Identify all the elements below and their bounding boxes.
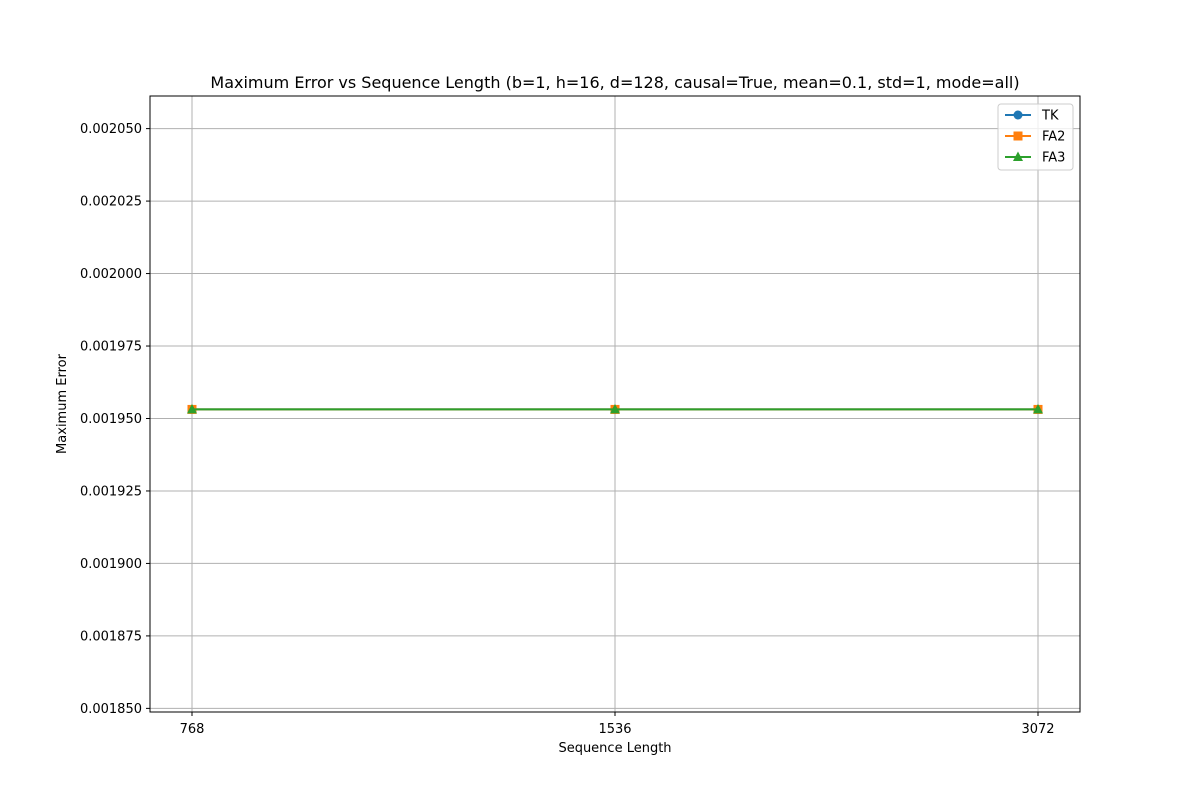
y-tick-label: 0.001875 — [80, 629, 142, 644]
legend-marker-fa2 — [1013, 131, 1023, 141]
x-tick-label: 1536 — [598, 722, 631, 737]
y-tick-label: 0.001975 — [80, 340, 142, 355]
legend-marker-fa3 — [1013, 151, 1023, 161]
y-tick-label: 0.001925 — [80, 484, 142, 499]
x-axis: 768 1536 3072 — [180, 712, 1055, 737]
y-tick-label: 0.001950 — [80, 412, 142, 427]
legend-label-tk: TK — [1041, 109, 1059, 124]
legend: TK FA2 FA3 — [997, 103, 1074, 171]
y-tick-label: 0.002000 — [80, 267, 142, 282]
legend-item-fa3: FA3 — [1005, 151, 1065, 166]
legend-marker-tk — [1013, 110, 1023, 120]
legend-item-tk: TK — [1005, 109, 1059, 124]
y-tick-label: 0.002050 — [80, 122, 142, 137]
legend-label-fa3: FA3 — [1042, 151, 1065, 166]
x-tick-label: 768 — [180, 722, 205, 737]
y-axis: 0.001850 0.001875 0.001900 0.001925 0.001950… — [80, 122, 150, 717]
chart-title: Maximum Error vs Sequence Length (b=1, h… — [210, 73, 1019, 92]
y-axis-title: Maximum Error — [55, 353, 70, 454]
legend-label-fa2: FA2 — [1042, 130, 1065, 145]
data-point-fa3 — [1033, 403, 1043, 414]
series-layer — [187, 403, 1043, 414]
y-tick-label: 0.001900 — [80, 557, 142, 572]
legend-frame — [997, 103, 1074, 171]
legend-item-fa2: FA2 — [1005, 130, 1065, 145]
y-tick-label: 0.001850 — [80, 702, 142, 717]
x-tick-label: 3072 — [1021, 722, 1054, 737]
y-tick-label: 0.002025 — [80, 195, 142, 210]
series-fa3 — [187, 403, 1043, 414]
data-point-fa3 — [187, 403, 197, 414]
data-point-fa3 — [610, 403, 620, 414]
x-axis-title: Sequence Length — [558, 741, 671, 756]
